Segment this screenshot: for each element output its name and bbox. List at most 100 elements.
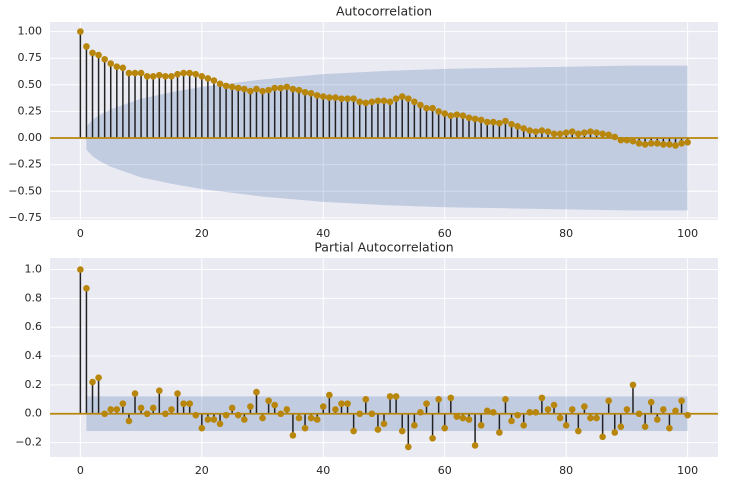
marker xyxy=(174,70,181,78)
marker xyxy=(508,120,515,128)
marker xyxy=(593,129,600,137)
marker xyxy=(234,84,242,92)
y-tick-label: 0.0 xyxy=(25,407,43,420)
x-tick-label: 0 xyxy=(77,464,84,477)
y-tick-label: −0.25 xyxy=(8,158,42,171)
marker xyxy=(350,427,357,435)
marker xyxy=(623,136,631,144)
marker xyxy=(599,433,606,441)
x-tick-label: 60 xyxy=(438,464,452,477)
y-tick-label: 0.75 xyxy=(18,51,43,64)
marker xyxy=(666,141,673,148)
marker xyxy=(277,84,285,92)
marker xyxy=(562,129,570,137)
x-tick-label: 20 xyxy=(195,464,209,477)
y-tick-label: 1.0 xyxy=(25,263,43,276)
marker xyxy=(338,400,345,407)
marker xyxy=(550,401,558,409)
marker xyxy=(623,406,631,413)
marker xyxy=(228,83,236,91)
marker xyxy=(234,411,242,419)
marker xyxy=(198,72,206,80)
marker xyxy=(192,411,200,419)
marker xyxy=(611,133,619,141)
marker xyxy=(453,413,461,420)
marker xyxy=(575,427,582,435)
marker xyxy=(204,416,212,423)
x-tick-label: 60 xyxy=(438,227,452,240)
marker xyxy=(295,86,303,94)
marker xyxy=(95,51,102,59)
marker xyxy=(168,406,175,413)
marker xyxy=(392,95,400,102)
marker xyxy=(684,411,691,419)
marker xyxy=(417,408,424,416)
marker xyxy=(131,69,139,77)
marker xyxy=(149,404,157,412)
x-tick-label: 0 xyxy=(77,227,84,240)
marker xyxy=(520,125,527,132)
marker xyxy=(307,90,315,97)
marker xyxy=(617,423,625,431)
marker xyxy=(289,85,297,93)
y-tick-label: 1.00 xyxy=(18,25,43,38)
marker xyxy=(313,92,321,99)
marker xyxy=(411,98,418,106)
marker xyxy=(137,69,145,77)
marker xyxy=(514,123,521,130)
marker xyxy=(465,114,473,122)
marker xyxy=(332,406,339,413)
marker xyxy=(362,396,370,403)
marker xyxy=(162,410,169,418)
marker xyxy=(490,118,497,126)
x-tick-label: 40 xyxy=(316,464,330,477)
marker xyxy=(265,397,272,405)
marker xyxy=(374,97,382,105)
marker xyxy=(265,86,272,94)
y-tick-label: 0.50 xyxy=(18,78,43,91)
marker xyxy=(362,99,370,107)
x-tick-label: 100 xyxy=(677,464,698,477)
marker xyxy=(562,421,570,429)
marker xyxy=(374,426,382,433)
marker xyxy=(259,87,266,95)
marker xyxy=(459,112,467,119)
marker xyxy=(137,404,145,412)
marker xyxy=(398,427,406,435)
marker xyxy=(95,374,102,381)
y-tick-label: 0.2 xyxy=(25,378,43,391)
marker xyxy=(113,63,121,71)
marker xyxy=(131,390,139,397)
marker xyxy=(672,142,679,149)
marker xyxy=(77,266,84,273)
marker xyxy=(119,64,127,72)
marker xyxy=(660,406,667,413)
marker xyxy=(678,140,685,147)
marker xyxy=(143,410,151,418)
marker xyxy=(89,49,96,57)
marker xyxy=(471,115,479,123)
marker xyxy=(192,70,200,78)
marker xyxy=(344,95,351,102)
marker xyxy=(532,128,540,135)
marker xyxy=(526,408,534,416)
marker xyxy=(417,101,424,109)
marker xyxy=(113,406,121,413)
x-tick-label: 80 xyxy=(559,464,573,477)
y-tick-label: 0.25 xyxy=(18,104,43,117)
chart-title: Autocorrelation xyxy=(336,4,432,19)
marker xyxy=(593,414,600,422)
marker xyxy=(666,424,673,432)
marker xyxy=(125,417,133,425)
marker xyxy=(568,406,576,413)
marker xyxy=(101,55,108,63)
marker xyxy=(605,397,612,405)
marker xyxy=(483,407,491,415)
marker xyxy=(222,82,230,90)
marker xyxy=(635,140,643,147)
marker xyxy=(653,416,661,423)
marker xyxy=(216,80,224,88)
marker xyxy=(247,87,254,95)
marker xyxy=(605,131,612,139)
marker xyxy=(77,28,84,35)
